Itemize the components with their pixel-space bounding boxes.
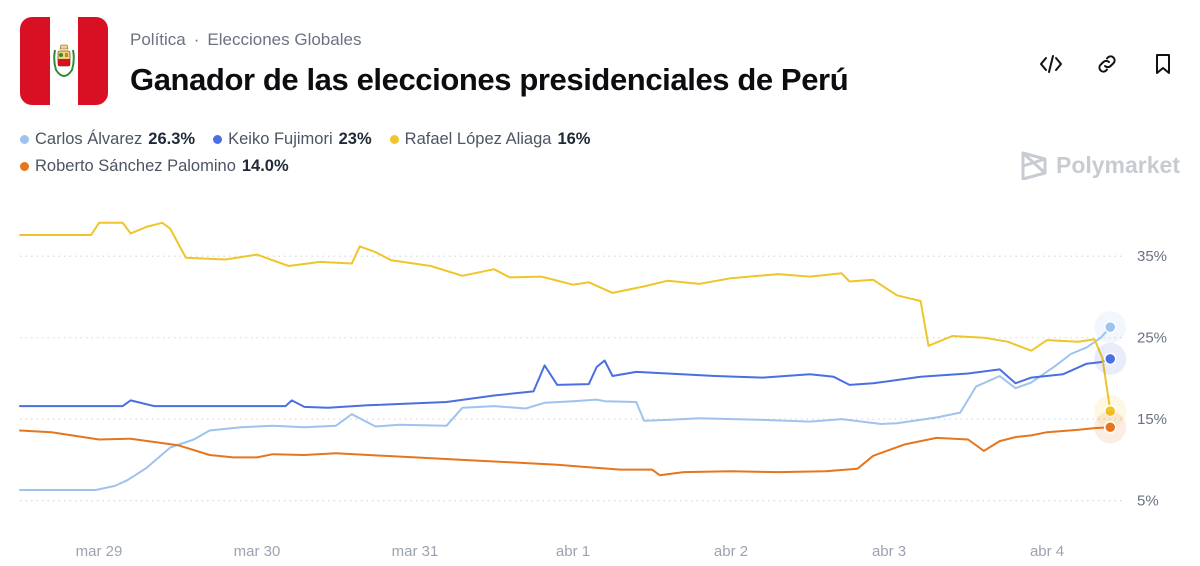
chart-grid [20,255,1125,502]
legend-item-sanchez: Roberto Sánchez Palomino 14.0% [20,157,289,176]
embed-code-icon [1040,55,1062,73]
breadcrumb: Política · Elecciones Globales [130,30,361,50]
x-tick-label: abr 1 [556,543,590,560]
chart-legend: Carlos Álvarez 26.3% Keiko Fujimori 23% … [20,130,840,176]
legend-item-lopez: Rafael López Aliaga 16% [389,130,591,149]
x-tick-label: mar 29 [76,543,123,560]
legend-swatch-sanchez [20,162,29,171]
legend-name: Roberto Sánchez Palomino [35,157,236,175]
x-tick-label: mar 30 [234,543,281,560]
legend-percent: 26.3% [148,130,196,148]
y-tick-label: 35% [1137,248,1167,265]
legend-item-alvarez: Carlos Álvarez 26.3% [20,130,195,149]
x-tick-label: mar 31 [392,543,439,560]
bookmark-icon [1156,54,1170,74]
page-title: Ganador de las elecciones presidenciales… [130,62,849,97]
peru-flag-icon [20,17,108,105]
polymarket-logo-icon [1021,151,1047,180]
series-line-3 [19,426,1112,477]
series-line-0 [19,326,1112,491]
y-axis: 35% 25% 15% 5% [1137,248,1167,509]
chart-end-markers [1094,311,1127,444]
series-line-2 [19,221,1112,412]
legend-name: Rafael López Aliaga [404,130,552,148]
legend-swatch-alvarez [20,135,29,144]
y-tick-label: 15% [1137,411,1167,428]
series-end-point[interactable] [1104,352,1117,366]
y-tick-label: 5% [1137,493,1159,510]
flag-white-stripe [50,17,78,105]
legend-swatch-lopez [389,135,399,144]
polymarket-brand: Polymarket [1020,150,1180,180]
x-tick-label: abr 3 [872,543,906,560]
link-icon [1098,55,1116,73]
header-actions [1036,52,1178,76]
copy-link-button[interactable] [1092,52,1122,76]
y-tick-label: 25% [1137,330,1167,347]
x-axis: mar 29 mar 30 mar 31 abr 1 abr 2 abr 3 abr 4 [76,543,1064,560]
legend-percent: 16% [557,130,591,148]
series-end-point[interactable] [1104,421,1117,434]
x-tick-label: abr 2 [714,543,748,560]
legend-swatch-fujimori [213,135,223,144]
legend-percent: 23% [338,130,372,148]
legend-name: Carlos Álvarez [35,130,143,148]
legend-percent: 14.0% [241,157,289,175]
series-line-1 [19,357,1112,409]
x-tick-label: abr 4 [1030,543,1064,560]
chart-series [19,221,1112,491]
embed-button[interactable] [1036,52,1066,76]
flag-red-stripe-left [20,17,50,105]
brand-name: Polymarket [1055,151,1180,178]
bookmark-button[interactable] [1148,52,1178,76]
series-end-point[interactable] [1104,320,1117,334]
breadcrumb-subcategory-link[interactable]: Elecciones Globales [207,30,362,49]
legend-name: Keiko Fujimori [228,130,333,148]
legend-item-fujimori: Keiko Fujimori 23% [213,130,372,149]
breadcrumb-separator: · [193,30,200,49]
breadcrumb-category-link[interactable]: Política [130,30,186,49]
flag-red-stripe-right [78,17,108,105]
coat-of-arms-icon [53,44,75,78]
series-end-point[interactable] [1104,404,1117,418]
